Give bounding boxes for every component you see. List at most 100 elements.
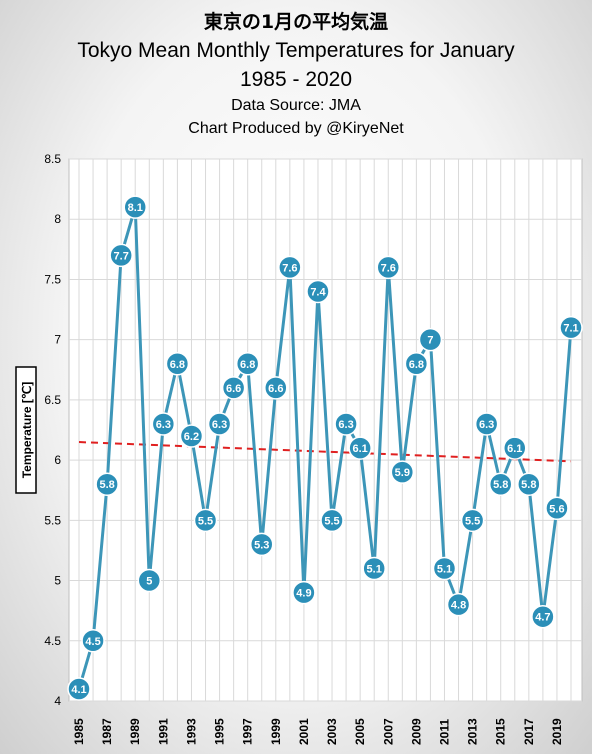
x-tick-label: 1999: [269, 718, 283, 745]
x-tick-label: 1995: [213, 718, 227, 745]
x-tick-label: 2011: [437, 719, 451, 745]
data-point: [418, 327, 443, 352]
chart-titles: 東京の1月の平均気温 Tokyo Mean Monthly Temperatur…: [0, 8, 592, 140]
data-label: 6.2: [184, 431, 199, 443]
data-label: 7.7: [114, 250, 129, 262]
data-label: 5.8: [99, 479, 114, 491]
trend-line: [78, 441, 572, 463]
data-label: 6.3: [479, 419, 494, 431]
data-label: 6.3: [212, 419, 227, 431]
data-label: 4.5: [85, 636, 100, 648]
y-tick-label: 7.5: [44, 272, 61, 286]
chart-title: Tokyo Mean Monthly Temperatures for Janu…: [77, 39, 515, 62]
data-point: [362, 556, 386, 581]
y-tick-label: 8: [54, 212, 61, 226]
chart-title-japanese: 東京の1月の平均気温: [203, 11, 389, 33]
data-point: [165, 352, 190, 376]
data-label: 6.3: [156, 419, 171, 431]
data-label: 8.1: [128, 202, 143, 214]
data-point: [348, 436, 372, 460]
data-label: 5.9: [395, 467, 410, 479]
data-point: [81, 629, 105, 653]
data-point: [531, 604, 555, 629]
chart-credit: Chart Produced by @KiryeNet: [188, 120, 404, 137]
y-axis-label: Temperature [℃]: [20, 382, 34, 479]
data-point: [137, 568, 162, 593]
y-axis-ticks: 4 4.5 5 5.5 6 6.5 7 7.5 8 8.5: [44, 152, 61, 708]
x-tick-label: 2017: [522, 718, 536, 745]
data-point: [376, 255, 401, 280]
data-point: [95, 472, 119, 496]
x-tick-label: 2015: [494, 718, 508, 745]
data-label: 5: [146, 576, 152, 588]
data-point: [109, 243, 133, 268]
data-point: [67, 677, 91, 701]
data-point: [193, 508, 218, 533]
data-point: [517, 472, 541, 496]
x-tick-label: 2005: [353, 718, 367, 745]
data-point: [503, 436, 527, 460]
x-tick-label: 2003: [325, 718, 339, 745]
data-point: [390, 460, 415, 484]
data-label: 6.6: [268, 383, 283, 395]
data-label: 5.8: [521, 479, 536, 491]
x-axis-ticks: 1985 1987 1989 1991 1993 1995 1997 1999 2001 2003…: [72, 718, 564, 745]
data-point: [404, 352, 429, 376]
data-label: 7: [427, 335, 433, 347]
data-label: 5.8: [493, 479, 508, 491]
x-tick-label: 1997: [241, 718, 255, 745]
y-axis-label-box: Temperature [℃]: [15, 366, 37, 494]
data-label: 4.7: [535, 612, 550, 624]
data-point: [249, 532, 274, 557]
data-label: 6.8: [409, 359, 424, 371]
data-label: 5.6: [549, 503, 564, 515]
y-tick-label: 6: [54, 453, 61, 467]
y-tick-label: 5: [54, 574, 61, 588]
x-tick-label: 2007: [381, 718, 395, 745]
data-label: 5.1: [367, 564, 382, 576]
x-tick-label: 1991: [156, 718, 170, 745]
data-label: 5.1: [437, 564, 452, 576]
y-tick-label: 6.5: [44, 393, 61, 407]
data-label: 5.5: [198, 515, 213, 527]
x-tick-label: 2013: [466, 718, 480, 745]
data-label: 5.3: [254, 539, 269, 551]
data-point: [320, 508, 344, 533]
x-tick-label: 2009: [409, 718, 423, 745]
data-label: 7.6: [381, 262, 396, 274]
data-point: [460, 508, 485, 533]
data-point: [474, 412, 499, 436]
x-tick-label: 2019: [550, 718, 564, 745]
data-point: [306, 279, 330, 304]
chart-source: Data Source: JMA: [231, 97, 361, 114]
data-point: [151, 412, 176, 436]
data-point: [432, 556, 457, 581]
x-tick-label: 1993: [184, 718, 198, 745]
data-label: 4.9: [296, 588, 311, 600]
x-tick-label: 2001: [297, 718, 311, 745]
data-label: 6.1: [507, 443, 522, 455]
data-point: [488, 472, 513, 496]
data-label: 6.1: [352, 443, 367, 455]
data-point: [545, 496, 569, 521]
chart-years-range: 1985 - 2020: [239, 68, 353, 91]
y-tick-label: 8.5: [44, 152, 61, 166]
data-point: [264, 376, 288, 400]
data-point: [334, 412, 358, 436]
data-point: [559, 315, 583, 340]
data-label: 7.6: [282, 262, 297, 274]
data-label: 6.3: [338, 419, 353, 431]
y-tick-label: 7: [54, 333, 61, 347]
data-points: 4.1 4.5 5.8 7.7 8.1 5 6.3 6.8 6.2 5.5 6.3 6.6 6.8 5.3…: [67, 195, 583, 701]
x-tick-label: 1987: [100, 718, 114, 745]
data-label: 5.5: [465, 515, 480, 527]
data-point: [221, 376, 246, 400]
data-label: 5.5: [324, 515, 339, 527]
data-point: [207, 412, 232, 436]
data-label: 7.1: [563, 323, 578, 335]
data-point: [235, 352, 260, 376]
data-label: 7.4: [310, 286, 326, 298]
data-point: [446, 592, 471, 617]
data-point: [278, 255, 302, 280]
